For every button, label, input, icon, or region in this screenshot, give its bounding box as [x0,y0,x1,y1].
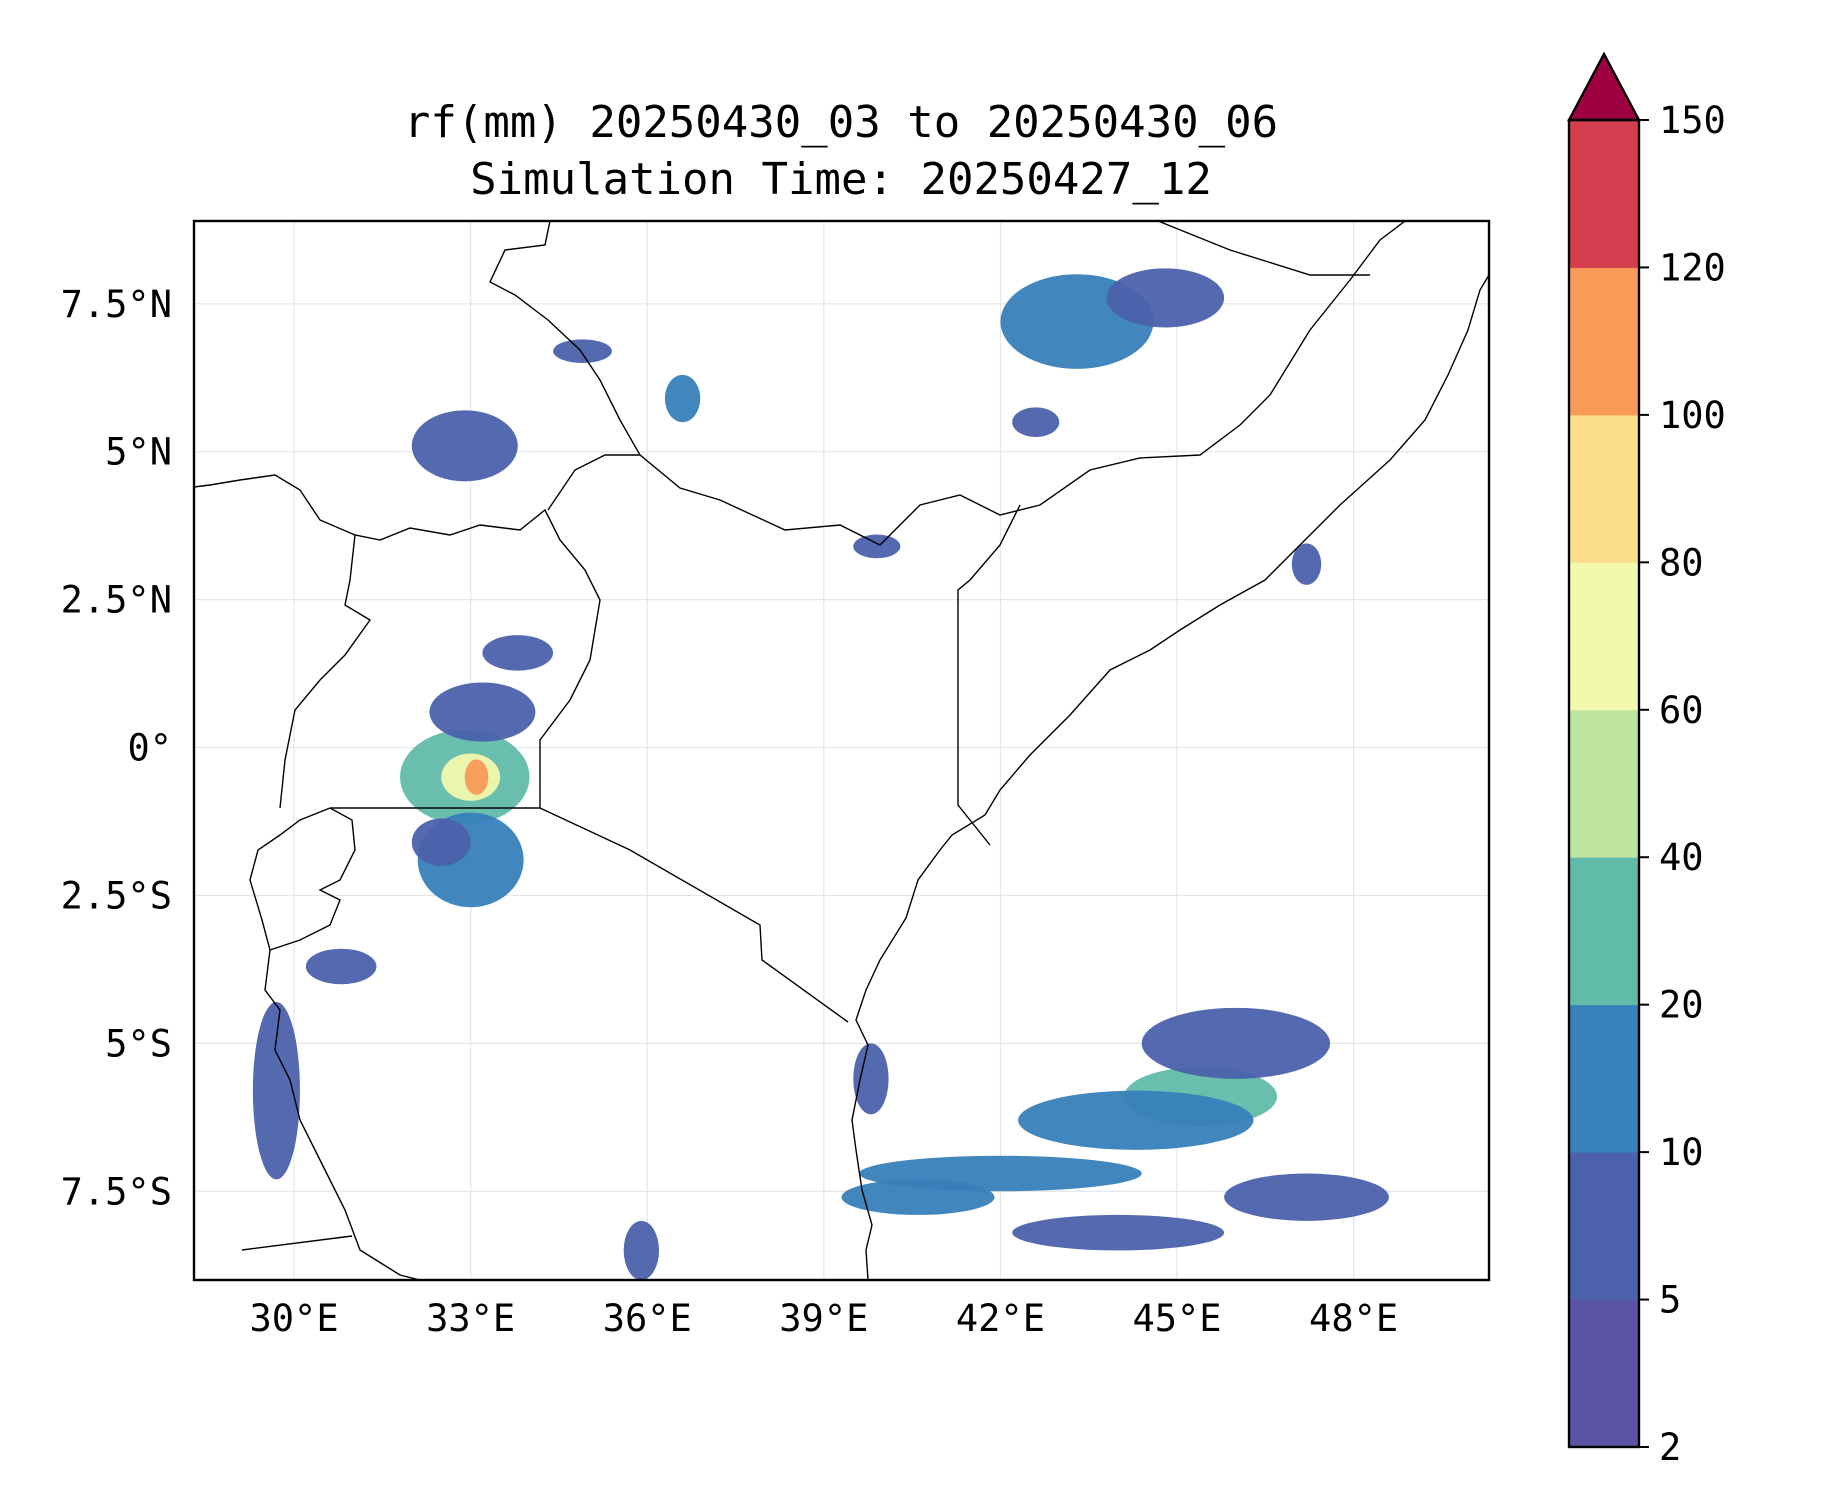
colorbar-segment [1569,1004,1639,1153]
rainfall-cell [1012,407,1060,437]
rainfall-cell [1012,1214,1225,1251]
colorbar-tick-label: 60 [1659,689,1704,732]
border-ethiopia-south [547,221,1406,546]
border-somaliland [1157,221,1370,276]
colorbar-tick-label: 20 [1659,984,1704,1027]
colorbar-segment [1569,267,1639,416]
rainfall-cell [1018,1090,1254,1150]
lon-tick-label: 33°E [426,1297,515,1340]
colorbar-segment [1569,1152,1639,1301]
colorbar-tick-label: 40 [1659,836,1704,879]
colorbar-frame [1567,118,1641,1449]
border-rwanda-burundi [249,807,356,951]
rainfall-cell [853,534,901,559]
border-somalia-ethiopia [957,504,1021,846]
rainfall-contours [252,268,1389,1280]
rainfall-cell [841,1179,995,1215]
colorbar-tick-label: 100 [1659,394,1726,437]
colorbar-tick-label: 2 [1659,1426,1681,1469]
colorbar-tick-label: 120 [1659,246,1726,289]
rainfall-cell [305,948,377,985]
map-frame [192,219,1491,1282]
rainfall-cell [482,635,554,671]
border-kenya-tanzania [539,807,849,1023]
border-zambia [241,1235,353,1251]
map-title-line2: Simulation Time: 20250427_12 [470,154,1212,205]
coastline-east-africa [851,274,1489,1280]
border-drc-tanzania [264,949,421,1280]
rainfall-cell [252,1001,300,1180]
rainfall-cell [411,410,518,482]
lat-tick-label: 0° [127,727,172,770]
lat-tick-label: 5°N [105,431,172,474]
gridlines [194,221,1489,1280]
rainfall-cell [664,374,701,423]
colorbar-tick-label: 80 [1659,541,1704,584]
lat-tick-label: 5°S [105,1022,172,1065]
map-area [194,221,1489,1280]
colorbar-segment [1569,709,1639,858]
rainfall-cell [1291,543,1322,585]
colorbar-segment [1569,120,1639,268]
border-sudan-southsudan [489,221,641,456]
lat-tick-label: 7.5°S [61,1170,172,1213]
lon-tick-label: 36°E [603,1297,692,1340]
map-title-line1: rf(mm) 20250430_03 to 20250430_06 [404,97,1278,148]
colorbar-segment [1569,562,1639,711]
colorbar-segment [1569,414,1639,563]
map-background [194,221,1489,1280]
rainfall-cell [1224,1173,1389,1221]
border-southsudan-drc [194,474,356,536]
country-borders [194,221,1489,1280]
border-uganda [279,508,601,809]
lat-tick-label: 2.5°S [61,874,172,917]
rainfall-cell [553,339,612,363]
lon-tick-label: 45°E [1132,1297,1221,1340]
rainfall-cell [1141,1007,1331,1079]
colorbar: 2 5 10 20 40 60 80 100 120 150 [1567,51,1726,1469]
lon-tick-label: 48°E [1309,1297,1398,1340]
rainfall-cell [1106,268,1225,328]
rainfall-cell [853,1043,889,1115]
lat-tick-label: 2.5°N [61,579,172,622]
colorbar-segment [1569,1299,1639,1448]
rainfall-cell [623,1220,660,1280]
latitude-ticks: 7.5°N 5°N 2.5°N 0° 2.5°S 5°S 7.5°S [61,283,172,1213]
longitude-ticks: 30°E 33°E 36°E 39°E 42°E 45°E 48°E [250,1297,1399,1340]
rainfall-cell [429,682,536,742]
lon-tick-label: 42°E [956,1297,1045,1340]
colorbar-segment [1569,857,1639,1006]
lon-tick-label: 39°E [779,1297,868,1340]
lon-tick-label: 30°E [250,1297,339,1340]
rainfall-cell [411,818,471,866]
colorbar-tick-label: 150 [1659,99,1726,142]
colorbar-tick-label: 10 [1659,1131,1704,1174]
colorbar-tick-label: 5 [1659,1279,1681,1322]
rainfall-cell [464,759,489,795]
lat-tick-label: 7.5°N [61,283,172,326]
